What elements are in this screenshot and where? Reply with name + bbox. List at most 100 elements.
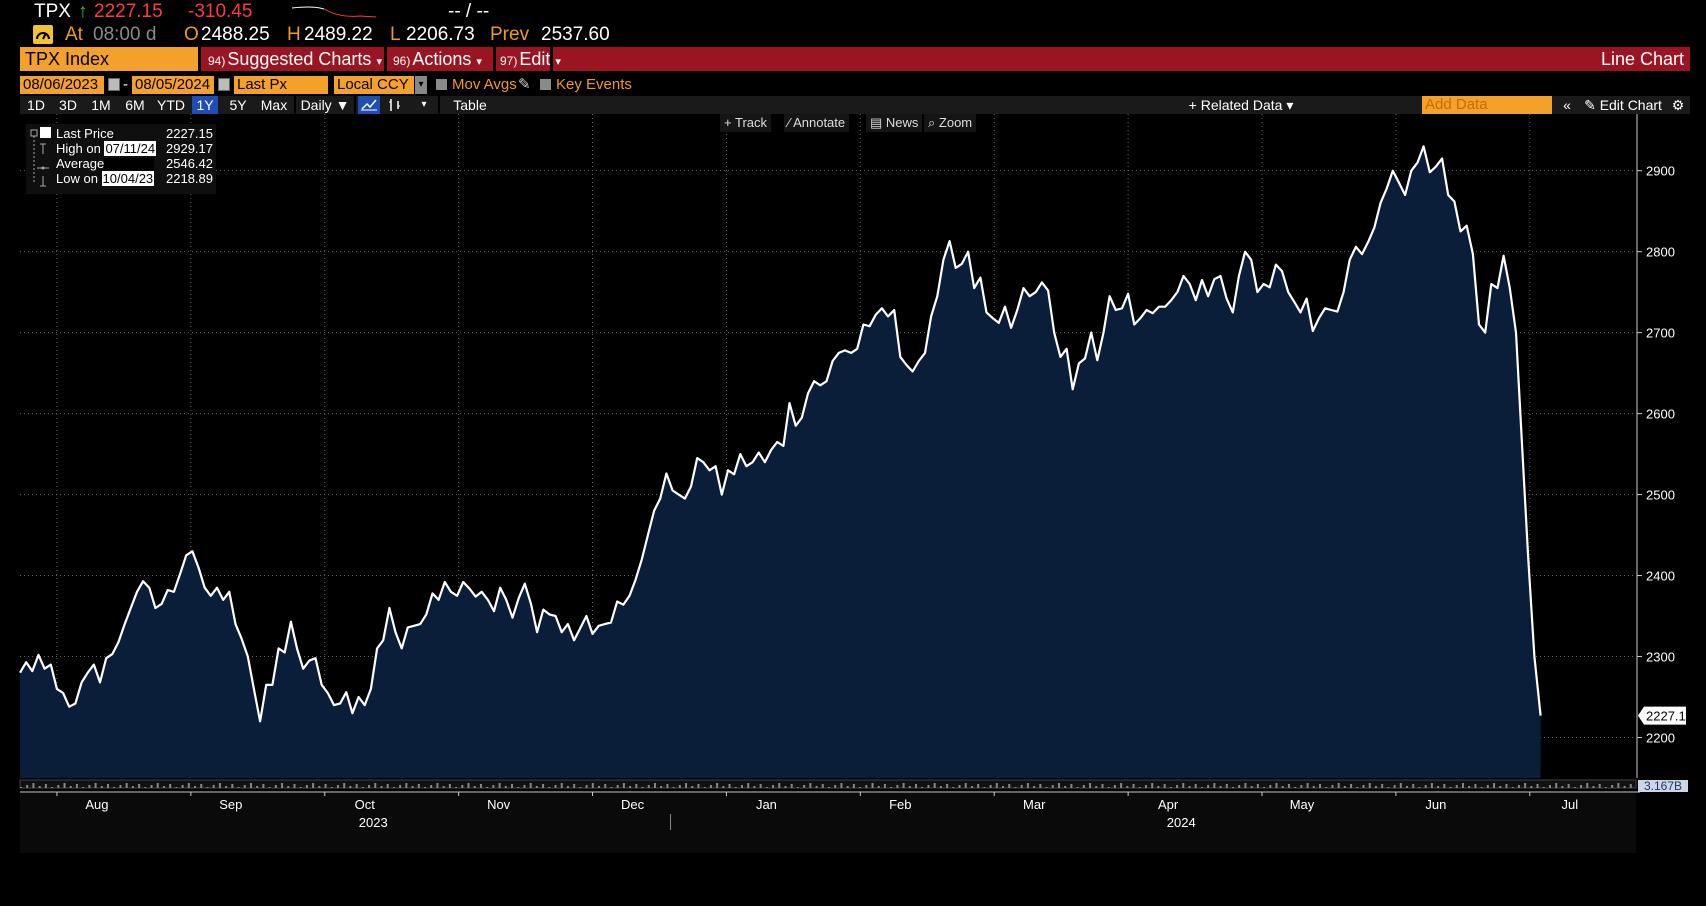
related-data-button[interactable]: + Related Data ▾ — [1188, 97, 1294, 113]
gauge-icon — [33, 25, 53, 44]
volume-bar — [666, 784, 669, 788]
volume-bar — [1350, 784, 1353, 788]
volume-bar — [1555, 783, 1558, 788]
edit-menu[interactable]: 97) Edit ▾ — [500, 49, 561, 69]
calendar-icon[interactable] — [108, 78, 120, 91]
volume-bar — [1281, 786, 1284, 788]
volume-bar — [604, 784, 607, 788]
volume-bar — [424, 787, 426, 788]
volume-bar — [1468, 786, 1471, 788]
volume-bar — [517, 787, 520, 788]
volume-bar — [796, 787, 799, 788]
line-chart-icon[interactable] — [358, 96, 380, 114]
edit-chart-button[interactable]: ✎ Edit Chart — [1584, 97, 1662, 113]
volume-bar — [194, 786, 197, 788]
volume-bar — [579, 787, 582, 788]
volume-bar — [361, 787, 364, 788]
pencil-icon[interactable]: ✎ — [518, 76, 531, 93]
range-5y-button[interactable]: 5Y — [229, 97, 247, 113]
news-button[interactable]: ▤ News — [866, 114, 923, 132]
volume-bar — [1051, 785, 1054, 788]
add-data-input[interactable]: Add Data — [1422, 96, 1552, 114]
range-6m-button[interactable]: 6M — [125, 97, 145, 113]
y-tick-label: 2300 — [1646, 650, 1675, 665]
volume-bar — [1319, 784, 1322, 788]
calendar-icon[interactable] — [218, 78, 230, 91]
volume-bar — [672, 787, 675, 788]
volume-bar — [560, 783, 563, 788]
legend-tree-icon — [30, 127, 51, 187]
volume-bar — [504, 786, 507, 788]
range-1y-button[interactable]: 1Y — [192, 96, 218, 114]
volume-bar — [144, 787, 147, 788]
volume-bar — [1120, 783, 1123, 788]
volume-bar — [1064, 786, 1067, 788]
y-tick-label: 2200 — [1646, 731, 1675, 746]
frequency-select[interactable]: Daily ▼ — [300, 97, 350, 113]
annotate-button[interactable]: ⁄ Annotate — [784, 114, 850, 132]
range-max-button[interactable]: Max — [260, 97, 288, 113]
volume-bar — [20, 787, 22, 788]
volume-bar — [1250, 786, 1253, 788]
volume-bar — [871, 783, 874, 788]
volume-bar — [243, 785, 246, 788]
mov-avgs-checkbox[interactable] — [436, 79, 447, 90]
volume-bar — [629, 786, 632, 788]
range-1m-button[interactable]: 1M — [91, 97, 111, 113]
collapse-icon[interactable]: « — [1563, 97, 1571, 113]
bar-chart-icon[interactable] — [384, 96, 406, 114]
price-chart[interactable]: 2200 2300 2400 2500 2600 2700 2800 2900 2227.15 3… — [0, 114, 1706, 906]
volume-bar — [653, 783, 656, 788]
volume-bar — [1144, 785, 1147, 788]
volume-bar — [1530, 786, 1533, 788]
volume-bar — [778, 783, 781, 788]
chevron-down-icon[interactable]: ▾ — [415, 76, 427, 94]
suggested-charts-menu[interactable]: 94) Suggested Charts ▾ — [208, 49, 382, 69]
chart-canvas[interactable]: 2200 2300 2400 2500 2600 2700 2800 2900 2227.15 3… — [0, 114, 1706, 906]
security-input[interactable]: TPX Index — [20, 47, 198, 71]
volume-bar — [1493, 783, 1496, 788]
actions-menu[interactable]: 96) Actions ▾ — [393, 49, 482, 69]
chevron-down-icon[interactable]: ▾ — [421, 99, 427, 110]
volume-bar — [175, 787, 178, 788]
volume-bar — [349, 786, 352, 788]
volume-bar — [803, 785, 806, 788]
volume-bar — [262, 784, 265, 788]
volume-bar — [1194, 784, 1197, 788]
volume-bar — [442, 786, 445, 788]
gear-icon[interactable]: ⚙ — [1671, 97, 1685, 113]
volume-bar — [964, 783, 967, 788]
volume-bar — [1070, 784, 1073, 788]
volume-bar — [343, 783, 346, 788]
volume-bar — [94, 783, 97, 788]
volume-bar — [585, 785, 588, 788]
volume-bar — [69, 786, 72, 788]
volume-bar — [225, 786, 228, 788]
table-button[interactable]: Table — [453, 97, 487, 113]
start-date-input[interactable]: 08/06/2023 — [20, 76, 104, 94]
volume-bar — [852, 784, 855, 788]
volume-bar — [1033, 786, 1036, 788]
range-1d-button[interactable]: 1D — [27, 97, 45, 113]
key-events-checkbox[interactable] — [540, 79, 551, 90]
range-3d-button[interactable]: 3D — [59, 97, 77, 113]
last-value-label: 2227.15 — [1646, 709, 1693, 724]
range-ytd-button[interactable]: YTD — [157, 97, 185, 113]
field-select[interactable]: Last Px — [234, 76, 328, 94]
volume-bar — [1200, 787, 1203, 788]
chart-legend: Last Price 2227.15 High on 07/11/24 2929… — [26, 124, 216, 194]
currency-select[interactable]: Local CCY — [334, 76, 414, 94]
y-tick-label: 2400 — [1646, 569, 1675, 584]
volume-bar — [1113, 785, 1116, 788]
end-date-input[interactable]: 08/05/2024 — [132, 76, 214, 94]
volume-bar — [405, 783, 408, 788]
zoom-button[interactable]: ⌕ Zoom — [924, 114, 977, 132]
volume-bar — [1176, 785, 1179, 788]
volume-bar — [691, 786, 694, 788]
volume-bar — [1455, 785, 1458, 788]
volume-bar — [274, 785, 277, 788]
track-button[interactable]: + Track — [720, 114, 772, 132]
volume-bar — [1188, 786, 1191, 788]
volume-bar — [293, 784, 296, 788]
range-toolbar: 1D 3D 1M 6M YTD 1Y 5Y Max Daily ▼ ▾ Tabl… — [20, 96, 1690, 114]
